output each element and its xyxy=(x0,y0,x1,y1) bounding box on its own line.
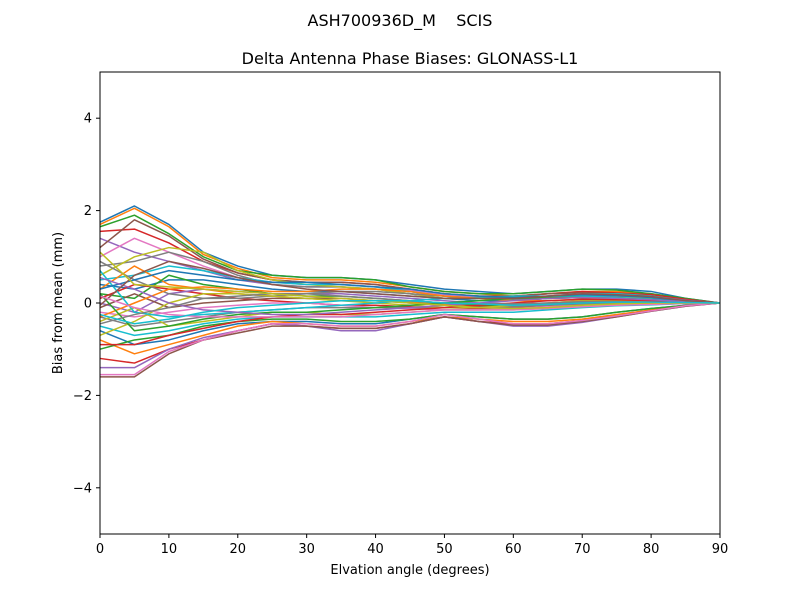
chart-title: Delta Antenna Phase Biases: GLONASS-L1 xyxy=(242,49,579,68)
x-tick-label: 50 xyxy=(436,542,453,557)
x-axis: 0 10 20 30 40 50 60 70 80 90 xyxy=(96,534,728,557)
x-tick-label: 70 xyxy=(574,542,591,557)
x-tick-label: 80 xyxy=(643,542,660,557)
y-tick-label: 2 xyxy=(84,204,92,219)
series-line-s36 xyxy=(99,260,721,306)
y-tick-label: −4 xyxy=(73,481,92,496)
series-line-s03 xyxy=(99,214,721,304)
x-tick-label: 0 xyxy=(96,542,104,557)
series-line-s23 xyxy=(99,302,721,350)
y-tick-label: −2 xyxy=(73,389,92,404)
y-tick-label: 4 xyxy=(84,112,92,127)
series-line-s37 xyxy=(99,295,721,318)
x-tick-label: 10 xyxy=(161,542,178,557)
x-tick-label: 30 xyxy=(298,542,315,557)
x-tick-label: 40 xyxy=(367,542,384,557)
y-tick-label: 0 xyxy=(84,297,92,312)
series-line-s31 xyxy=(99,269,721,304)
x-tick-label: 60 xyxy=(505,542,522,557)
series-line-s34 xyxy=(100,298,721,346)
y-axis-label: Bias from mean (mm) xyxy=(51,232,66,374)
y-axis: −4 −2 0 2 4 xyxy=(73,112,100,496)
series-line-s27 xyxy=(100,302,721,376)
x-tick-label: 20 xyxy=(230,542,247,557)
chart-suptitle: ASH700936D_M SCIS xyxy=(308,11,493,31)
x-axis-label: Elvation angle (degrees) xyxy=(330,563,489,578)
series-line-s39 xyxy=(99,251,720,310)
series-line-s35 xyxy=(99,276,721,316)
series-line-s40 xyxy=(99,299,721,325)
series-group xyxy=(99,205,721,378)
x-tick-label: 90 xyxy=(712,542,729,557)
